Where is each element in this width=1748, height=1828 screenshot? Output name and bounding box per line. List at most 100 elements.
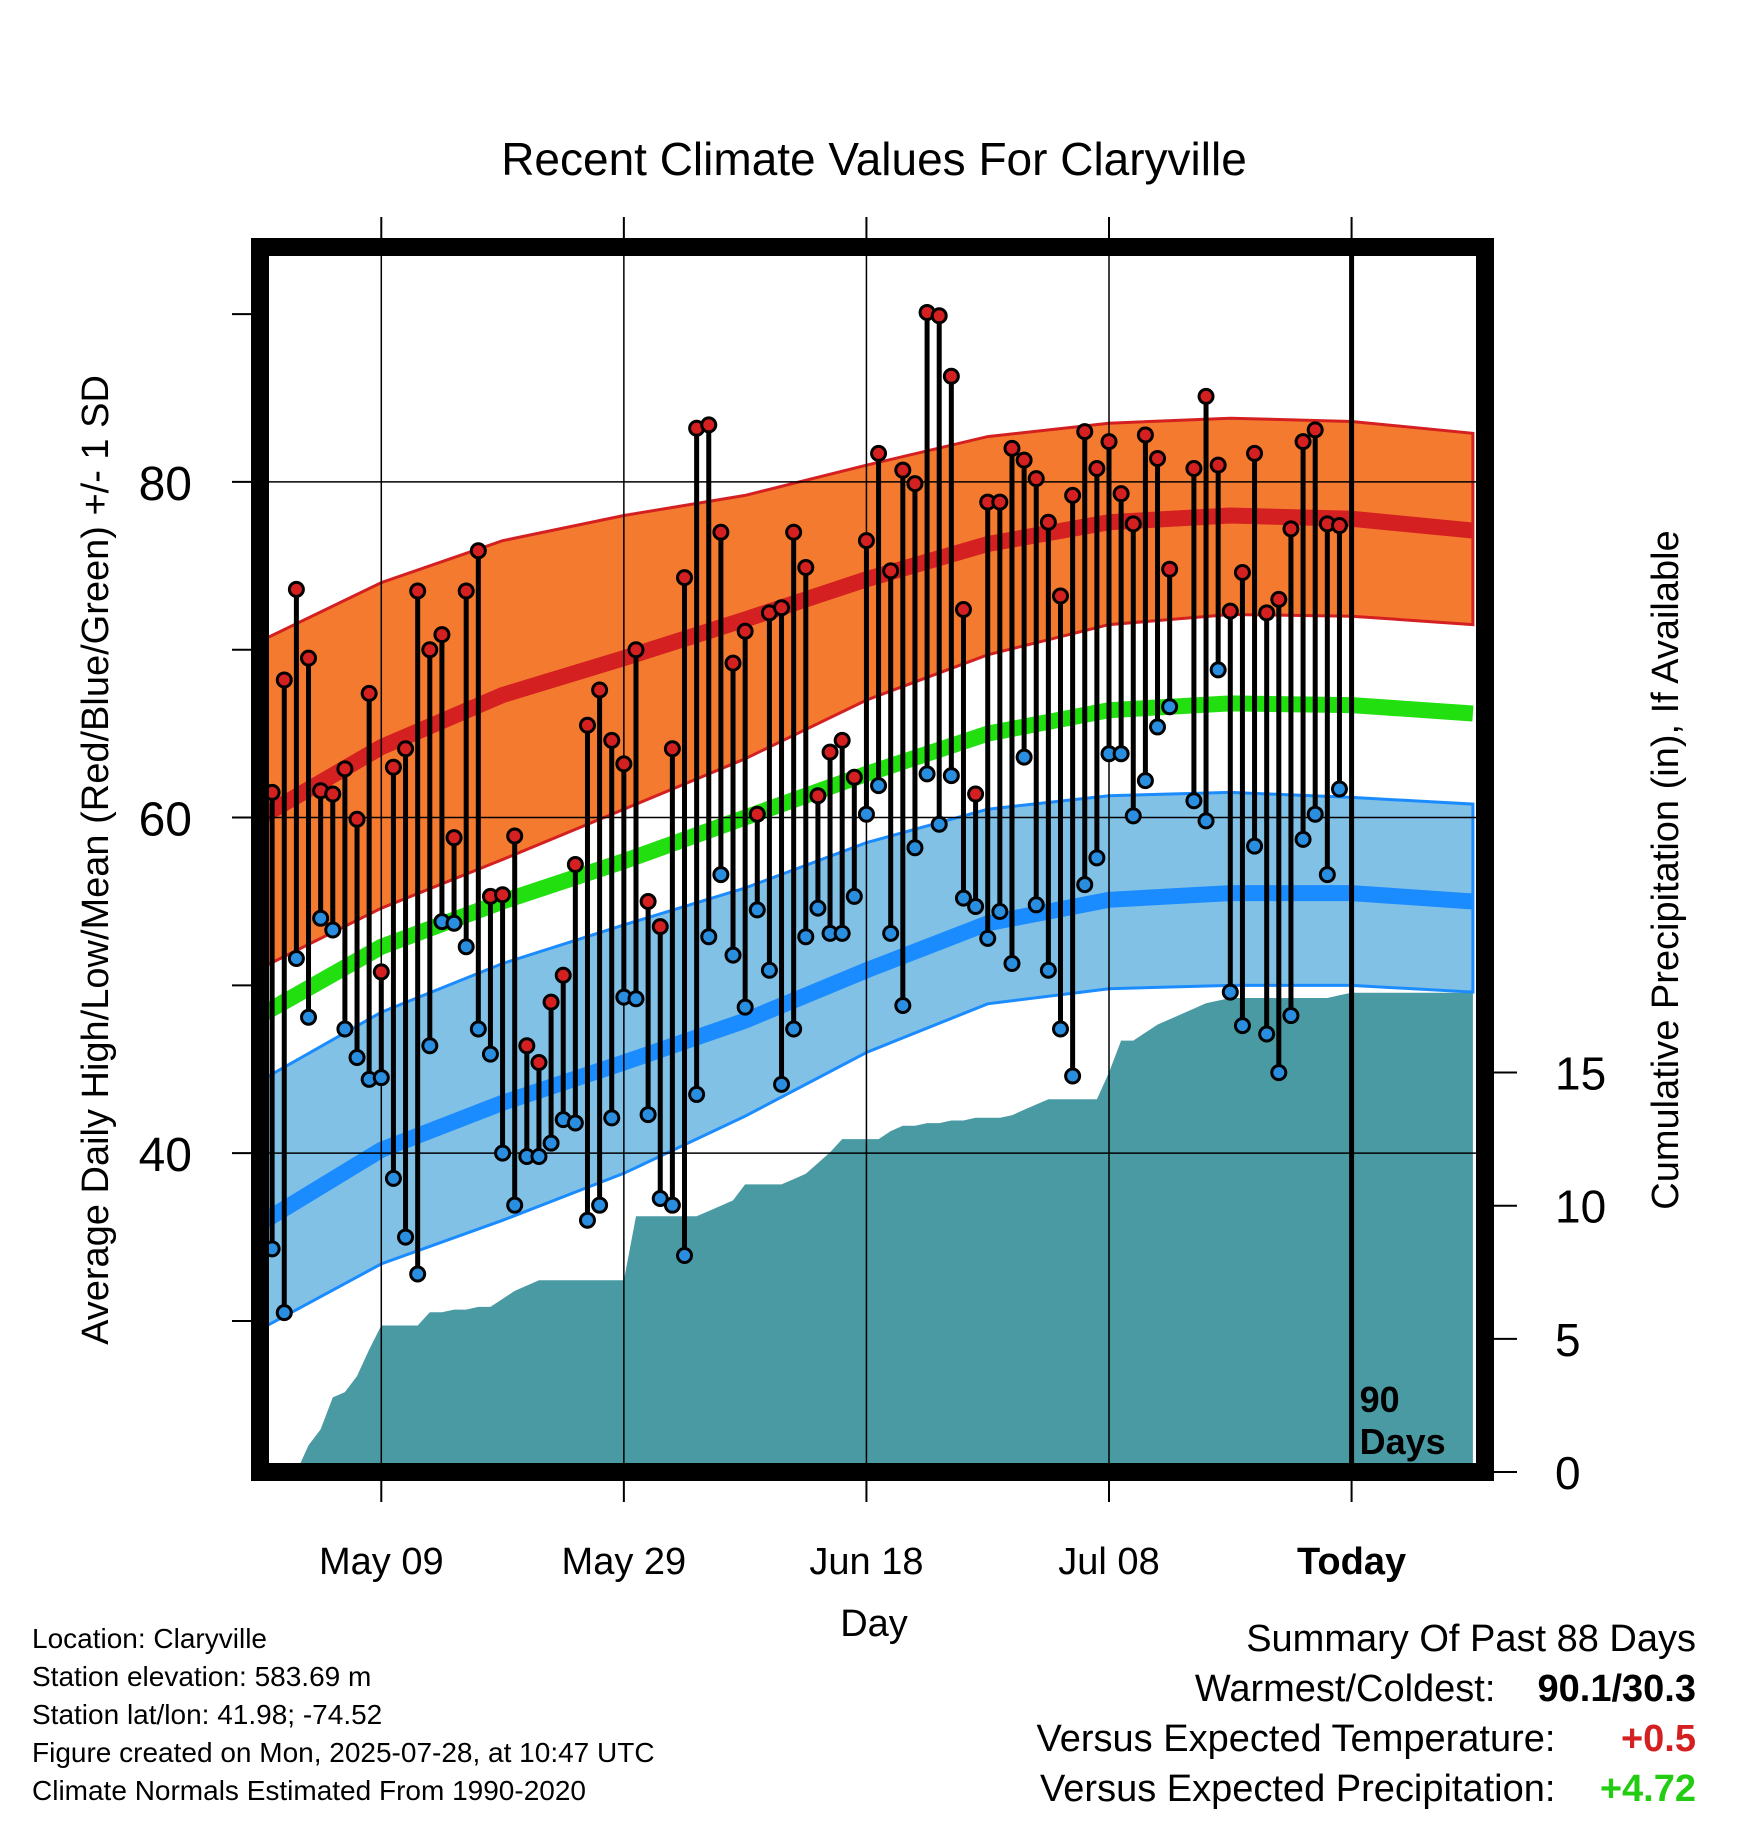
high-point bbox=[1294, 433, 1312, 451]
high-point bbox=[421, 641, 439, 659]
low-point bbox=[384, 1169, 402, 1187]
low-point bbox=[1064, 1067, 1082, 1085]
low-point bbox=[566, 1114, 584, 1132]
temp-value: +0.5 bbox=[1620, 1718, 1696, 1760]
summary-panel: Summary Of Past 88 Days Warmest/Coldest:… bbox=[1037, 1614, 1696, 1814]
y-left-tick-label: 80 bbox=[139, 458, 192, 511]
y-left-tick-label: 60 bbox=[139, 794, 192, 847]
y-right-tick-label: 10 bbox=[1555, 1181, 1606, 1233]
summary-title: Summary Of Past 88 Days bbox=[1246, 1618, 1696, 1660]
low-point bbox=[724, 946, 742, 964]
high-point bbox=[1185, 460, 1203, 478]
chart-title: Recent Climate Values For Claryville bbox=[501, 133, 1247, 185]
high-point bbox=[1209, 456, 1227, 474]
high-point bbox=[336, 760, 354, 778]
x-tick-label: Jul 08 bbox=[1058, 1541, 1159, 1583]
high-point bbox=[1197, 387, 1215, 405]
high-point bbox=[663, 740, 681, 758]
high-point bbox=[954, 600, 972, 618]
low-point bbox=[469, 1020, 487, 1038]
low-point bbox=[409, 1265, 427, 1283]
high-point bbox=[882, 562, 900, 580]
low-point bbox=[542, 1134, 560, 1152]
high-point bbox=[287, 580, 305, 598]
low-point bbox=[1112, 745, 1130, 763]
high-point bbox=[991, 493, 1009, 511]
low-point bbox=[300, 1008, 318, 1026]
high-point bbox=[554, 966, 572, 984]
days-label: 90 Days bbox=[1360, 1379, 1446, 1462]
x-axis-label: Day bbox=[840, 1603, 908, 1645]
high-point bbox=[724, 654, 742, 672]
high-point bbox=[821, 743, 839, 761]
low-point bbox=[833, 924, 851, 942]
low-sd-band bbox=[260, 790, 1475, 1332]
high-point bbox=[1051, 587, 1069, 605]
high-point bbox=[736, 622, 754, 640]
low-point bbox=[700, 928, 718, 946]
high-point bbox=[1270, 590, 1288, 608]
high-point bbox=[1112, 485, 1130, 503]
y-left-tick-label: 40 bbox=[139, 1129, 192, 1182]
high-point bbox=[1124, 515, 1142, 533]
low-point bbox=[348, 1049, 366, 1067]
created-text: Figure created on Mon, 2025-07-28, at 10… bbox=[32, 1737, 655, 1768]
high-point bbox=[676, 569, 694, 587]
low-point bbox=[1051, 1020, 1069, 1038]
high-point bbox=[1246, 444, 1264, 462]
warmest-value: 90.1/30.3 bbox=[1537, 1668, 1696, 1710]
low-point bbox=[1076, 876, 1094, 894]
latlon-text: Station lat/lon: 41.98; -74.52 bbox=[32, 1699, 383, 1730]
low-point bbox=[494, 1144, 512, 1162]
high-point bbox=[857, 532, 875, 550]
high-point bbox=[603, 731, 621, 749]
low-point bbox=[1318, 866, 1336, 884]
high-point bbox=[530, 1054, 548, 1072]
high-point bbox=[1306, 421, 1324, 439]
low-point bbox=[275, 1304, 293, 1322]
high-point bbox=[360, 684, 378, 702]
low-point bbox=[372, 1069, 390, 1087]
high-point bbox=[1233, 564, 1251, 582]
low-point bbox=[336, 1020, 354, 1038]
temp-label: Versus Expected Temperature: bbox=[1036, 1718, 1556, 1760]
high-point bbox=[1027, 470, 1045, 488]
low-point bbox=[991, 903, 1009, 921]
low-point bbox=[1149, 718, 1167, 736]
y-axis-right-label: Cumulative Precipitation (in), If Availa… bbox=[1645, 530, 1687, 1209]
low-point bbox=[942, 767, 960, 785]
x-tick-label: May 29 bbox=[562, 1541, 687, 1583]
low-point bbox=[1003, 955, 1021, 973]
high-point bbox=[942, 367, 960, 385]
elevation-text: Station elevation: 583.69 m bbox=[32, 1661, 372, 1692]
low-point bbox=[773, 1075, 791, 1093]
high-point bbox=[275, 671, 293, 689]
high-point bbox=[1149, 449, 1167, 467]
low-point bbox=[870, 777, 888, 795]
high-point bbox=[797, 559, 815, 577]
high-point bbox=[1064, 486, 1082, 504]
low-point bbox=[1124, 807, 1142, 825]
high-point bbox=[906, 475, 924, 493]
high-point bbox=[930, 307, 948, 325]
low-point bbox=[1233, 1017, 1251, 1035]
temp-row: Versus Expected Temperature: +0.5 bbox=[1037, 1714, 1696, 1764]
plot-overlay: 90 Days bbox=[1349, 247, 1446, 1472]
low-point bbox=[639, 1106, 657, 1124]
low-point bbox=[954, 889, 972, 907]
high-point bbox=[773, 599, 791, 617]
high-point bbox=[845, 768, 863, 786]
high-point bbox=[651, 918, 669, 936]
low-point bbox=[1027, 896, 1045, 914]
high-point bbox=[542, 993, 560, 1011]
low-point bbox=[979, 929, 997, 947]
low-point bbox=[1330, 780, 1348, 798]
high-point bbox=[445, 829, 463, 847]
low-point bbox=[967, 897, 985, 915]
high-point bbox=[700, 416, 718, 434]
y-right-tick-label: 0 bbox=[1555, 1447, 1581, 1499]
low-point bbox=[1258, 1025, 1276, 1043]
normals-text: Climate Normals Estimated From 1990-2020 bbox=[32, 1775, 586, 1806]
low-point bbox=[506, 1196, 524, 1214]
low-point bbox=[287, 950, 305, 968]
